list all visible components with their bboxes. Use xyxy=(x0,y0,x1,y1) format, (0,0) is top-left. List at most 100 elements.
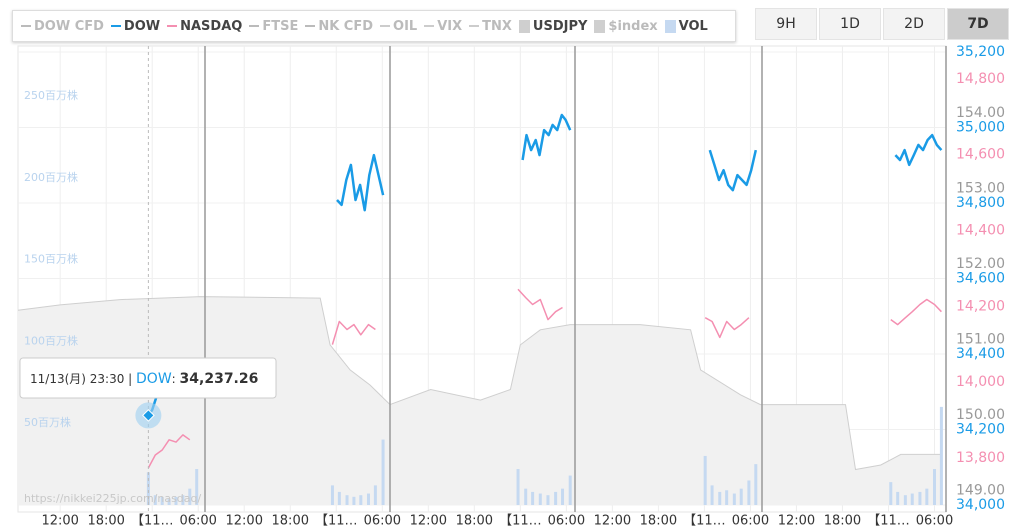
y-tick-label: 14,200 xyxy=(956,298,1005,314)
x-tick-label: 18:00 xyxy=(640,514,677,529)
y-tick-label: 34,800 xyxy=(956,195,1005,211)
legend-item[interactable]: OIL xyxy=(380,19,417,34)
range-buttons: 9H 1D 2D 7D xyxy=(755,8,1009,40)
range-button[interactable]: 2D xyxy=(883,8,945,40)
legend-item[interactable]: $index xyxy=(594,18,658,34)
y-tick-label: 153.00 xyxy=(956,181,1005,197)
legend-label: OIL xyxy=(393,18,418,34)
volume-bar xyxy=(747,480,751,505)
volume-bar xyxy=(754,464,758,505)
volume-bar xyxy=(188,488,192,505)
x-tick-label: 12:00 xyxy=(410,514,447,529)
vol-tick-label: 100百万株 xyxy=(24,333,78,347)
tooltip-value: 34,237.26 xyxy=(180,371,259,387)
x-tick-label: 12:00 xyxy=(778,514,815,529)
tooltip-series: DOW xyxy=(136,371,172,387)
volume-bar xyxy=(174,496,178,505)
watermark: https://nikkei225jp.com/nasdaq/ xyxy=(24,492,202,505)
tooltip-text: 11/13(月) 23:30 | DOW: 34,237.26 xyxy=(30,371,258,387)
volume-bar xyxy=(710,485,714,505)
y-tick-label: 149.00 xyxy=(956,483,1005,499)
range-button[interactable]: 1D xyxy=(819,8,881,40)
legend-item[interactable]: USDJPY xyxy=(518,18,588,34)
volume-bar xyxy=(718,491,722,505)
volume-bar xyxy=(554,491,558,505)
vol-tick-label: 150百万株 xyxy=(24,252,78,266)
volume-bar xyxy=(524,488,528,505)
volume-bar xyxy=(910,493,914,505)
legend-item[interactable]: VIX xyxy=(424,19,462,34)
volume-bar xyxy=(889,482,893,505)
line xyxy=(17,296,941,471)
tooltip-time: 11/13(月) 23:30 xyxy=(30,372,124,386)
legend-marker xyxy=(594,19,606,33)
legend-item[interactable]: DOW CFD xyxy=(21,19,104,34)
volume-bar xyxy=(538,493,542,505)
tooltip-box xyxy=(19,357,277,399)
volume-bar xyxy=(167,498,171,505)
x-tick-label: 18:00 xyxy=(87,514,124,529)
line xyxy=(147,288,942,469)
legend-item[interactable]: VOL xyxy=(664,19,708,34)
x-tick-label: 12:00 xyxy=(226,514,263,529)
y-tick-label: 151.00 xyxy=(956,332,1005,348)
legend-label: DOW xyxy=(123,18,161,34)
legend-item[interactable]: FTSE xyxy=(249,19,298,34)
y-tick-label: 34,200 xyxy=(956,422,1005,438)
area xyxy=(18,296,941,505)
volume-bar xyxy=(739,488,743,505)
vol-tick-label: 200百万株 xyxy=(24,170,78,184)
legend-marker xyxy=(664,19,676,33)
range-button[interactable]: 9H xyxy=(755,8,817,40)
y-tick-label: 34,000 xyxy=(956,497,1005,513)
y-tick-label: 13,800 xyxy=(956,450,1005,466)
volume-bar xyxy=(160,496,164,505)
vol-tick-label: 50百万株 xyxy=(24,415,71,429)
legend-marker xyxy=(380,25,391,27)
volume-bar xyxy=(732,493,736,505)
y-tick-label: 150.00 xyxy=(956,407,1005,423)
legend-marker xyxy=(167,25,178,27)
legend-label: $index xyxy=(608,18,658,34)
volume-bar xyxy=(546,495,550,505)
legend-label: USDJPY xyxy=(532,18,588,34)
volume-bar xyxy=(330,485,334,505)
volume-bar xyxy=(903,495,907,505)
y-tick-label: 14,600 xyxy=(956,147,1005,163)
legend-item[interactable]: NK CFD xyxy=(305,19,373,34)
volume-bar xyxy=(366,493,370,505)
volume-bar xyxy=(725,490,729,505)
x-tick-label: 18:00 xyxy=(456,514,493,529)
y-tick-label: 35,200 xyxy=(956,44,1005,60)
x-tick-label: 【11… xyxy=(499,514,542,529)
x-tick-label: 06:00 xyxy=(916,514,953,529)
legend-item[interactable]: DOW xyxy=(110,18,161,34)
legend-label: VIX xyxy=(437,18,463,34)
volume-bar xyxy=(352,496,356,505)
x-tick-label: 12:00 xyxy=(41,514,78,529)
volume-bar xyxy=(153,495,157,505)
volume-bar xyxy=(516,469,520,505)
volume-bar xyxy=(703,455,707,505)
legend-label: FTSE xyxy=(262,18,299,34)
legend-item[interactable]: NASDAQ xyxy=(167,19,242,34)
legend-item[interactable]: TNX xyxy=(469,19,512,34)
y-tick-label: 152.00 xyxy=(956,256,1005,272)
volume-bar xyxy=(918,491,922,505)
volume-bar xyxy=(925,488,929,505)
x-tick-label: 【11… xyxy=(315,514,358,529)
range-button[interactable]: 7D xyxy=(947,8,1009,40)
y-tick-label: 34,600 xyxy=(956,271,1005,287)
volume-bar xyxy=(345,495,349,505)
legend-label: NASDAQ xyxy=(180,18,243,34)
volume-bar xyxy=(561,488,565,505)
x-tick-label: 【11… xyxy=(131,514,174,529)
legend-label: DOW CFD xyxy=(34,18,104,34)
volume-bar xyxy=(939,406,943,505)
separator: | xyxy=(124,372,136,386)
y-tick-label: 34,400 xyxy=(956,346,1005,362)
x-tick-label: 06:00 xyxy=(179,514,216,529)
legend-marker xyxy=(305,25,316,27)
y-tick-label: 14,800 xyxy=(956,71,1005,87)
y-tick-label: 14,000 xyxy=(956,374,1005,390)
